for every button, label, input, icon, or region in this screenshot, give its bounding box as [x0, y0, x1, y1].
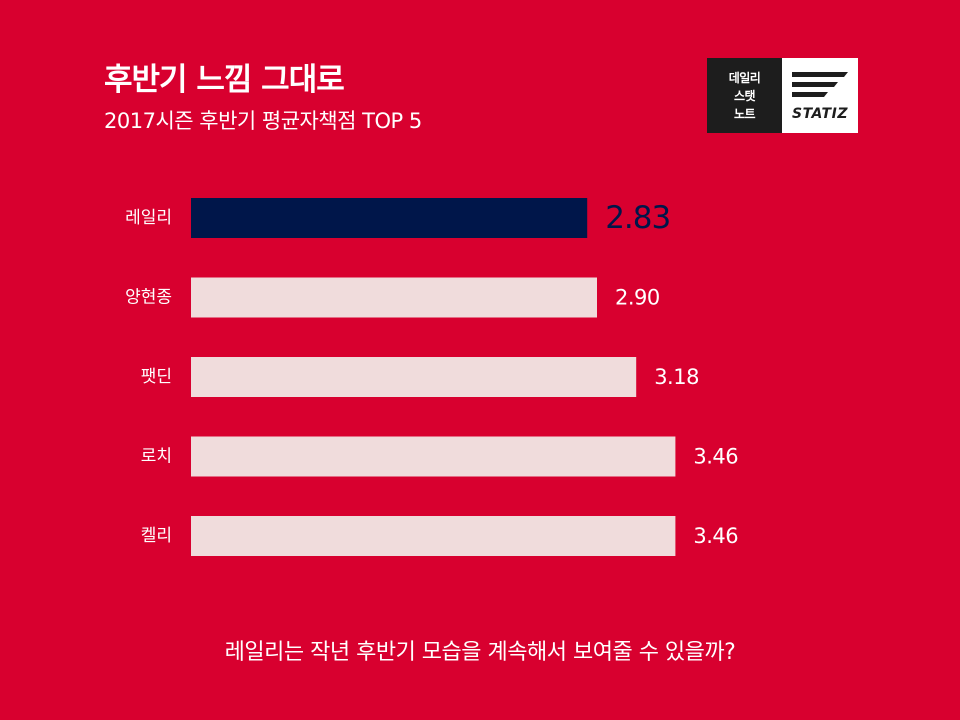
value-label: 2.83: [605, 200, 670, 236]
daily-stat-note-logo: 데일리 스탯 노트 STATIZ: [707, 58, 858, 133]
statiz-brand-text: STATIZ: [792, 106, 848, 122]
category-label: 팻딘: [141, 367, 172, 387]
value-label: 3.46: [693, 445, 738, 469]
value-label: 3.46: [693, 524, 738, 548]
category-label: 로치: [141, 447, 172, 467]
logo-line-3: 노트: [733, 106, 756, 121]
bar: [191, 436, 676, 477]
bar: [191, 516, 676, 556]
logo-line-1: 데일리: [728, 70, 761, 85]
statiz-logo-block: STATIZ: [782, 58, 858, 133]
category-label: 레일리: [125, 208, 172, 228]
chart-subtitle: 2017시즌 후반기 평균자책점 TOP 5: [104, 109, 422, 133]
logo-line-2: 스탯: [733, 88, 756, 103]
bar: [191, 357, 637, 397]
category-label: 양현종: [125, 288, 172, 308]
highlight-bar: [191, 198, 588, 238]
logo-label-block: 데일리 스탯 노트: [707, 58, 782, 133]
value-label: 2.90: [615, 286, 660, 310]
chart-caption: 레일리는 작년 후반기 모습을 계속해서 보여줄 수 있을까?: [224, 640, 736, 665]
era-bar-chart: 레일리 2.83 양현종 2.90 팻딘 3.18 로치 3.46 켈리 3.46: [125, 198, 739, 556]
value-label: 3.18: [654, 365, 699, 389]
bar: [191, 277, 597, 318]
statiz-stripes-icon: [792, 72, 848, 97]
category-label: 켈리: [141, 526, 172, 546]
chart-title: 후반기 느낌 그대로: [104, 62, 345, 98]
